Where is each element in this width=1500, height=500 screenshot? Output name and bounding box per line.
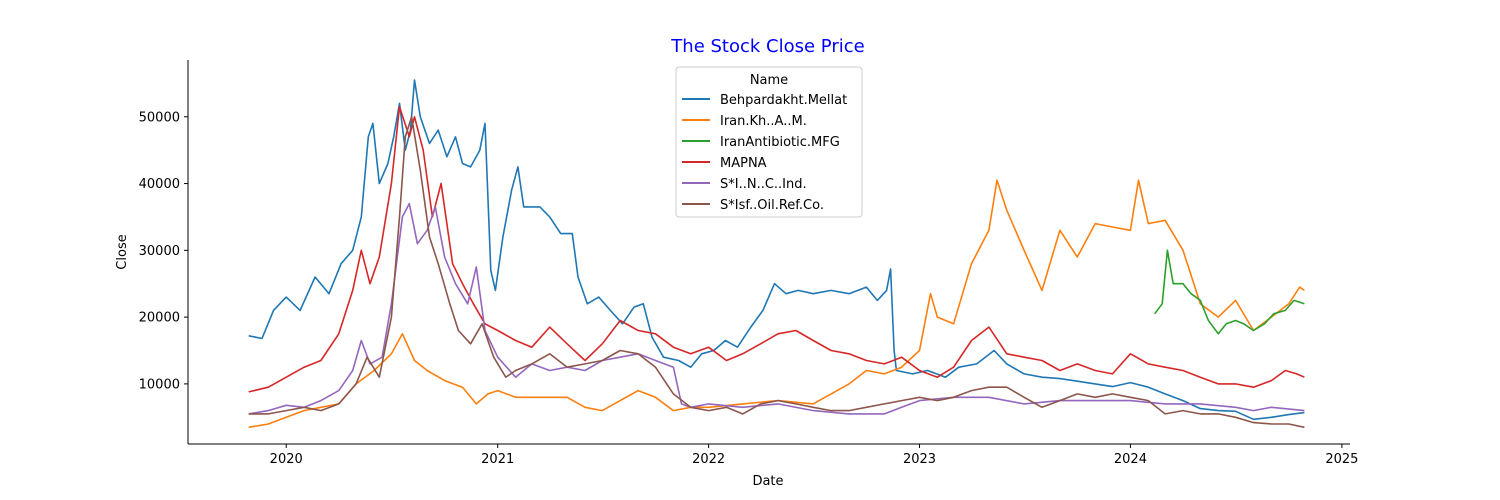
y-ticks: 10000 20000 30000 40000 50000 (139, 110, 188, 392)
legend-label: S*I..N..C..Ind. (720, 177, 807, 192)
legend-label: MAPNA (720, 156, 767, 171)
legend-label: IranAntibiotic.MFG (720, 135, 840, 150)
y-tick-label: 50000 (139, 110, 180, 125)
x-tick-label: 2020 (270, 452, 303, 467)
x-axis-label: Date (752, 474, 783, 489)
x-tick-label: 2023 (903, 452, 936, 467)
legend-title: Name (750, 73, 788, 88)
y-tick-label: 20000 (139, 311, 180, 326)
x-tick-label: 2021 (481, 452, 514, 467)
legend-label: Iran.Kh..A..M. (720, 114, 807, 129)
series-layer (248, 79, 1305, 429)
legend-label: S*Isf..Oil.Ref.Co. (720, 198, 824, 213)
series-line-2 (1154, 249, 1305, 335)
legend-frame (675, 66, 863, 218)
series-line-3 (248, 105, 1305, 393)
y-tick-label: 10000 (139, 377, 180, 392)
x-tick-label: 2022 (692, 452, 725, 467)
x-tick-label: 2024 (1114, 452, 1147, 467)
series-line-1 (248, 179, 1305, 429)
series-line-5 (248, 116, 1305, 429)
series-line-0 (248, 79, 1305, 421)
y-tick-label: 30000 (139, 244, 180, 259)
chart-title: The Stock Close Price (670, 36, 864, 57)
y-tick-label: 40000 (139, 177, 180, 192)
x-ticks: 2020 2021 2022 2023 2024 2025 (270, 444, 1358, 467)
legend-label: Behpardakht.Mellat (720, 93, 847, 108)
legend-items: Behpardakht.Mellat Iran.Kh..A..M. IranAnti… (682, 93, 847, 213)
axes-layer (187, 60, 1350, 445)
x-tick-label: 2025 (1325, 452, 1358, 467)
series-line-4 (248, 202, 1305, 415)
y-axis-label: Close (115, 234, 130, 269)
legend: Name Behpardakht.Mellat Iran.Kh..A..M. Ira… (675, 66, 863, 218)
